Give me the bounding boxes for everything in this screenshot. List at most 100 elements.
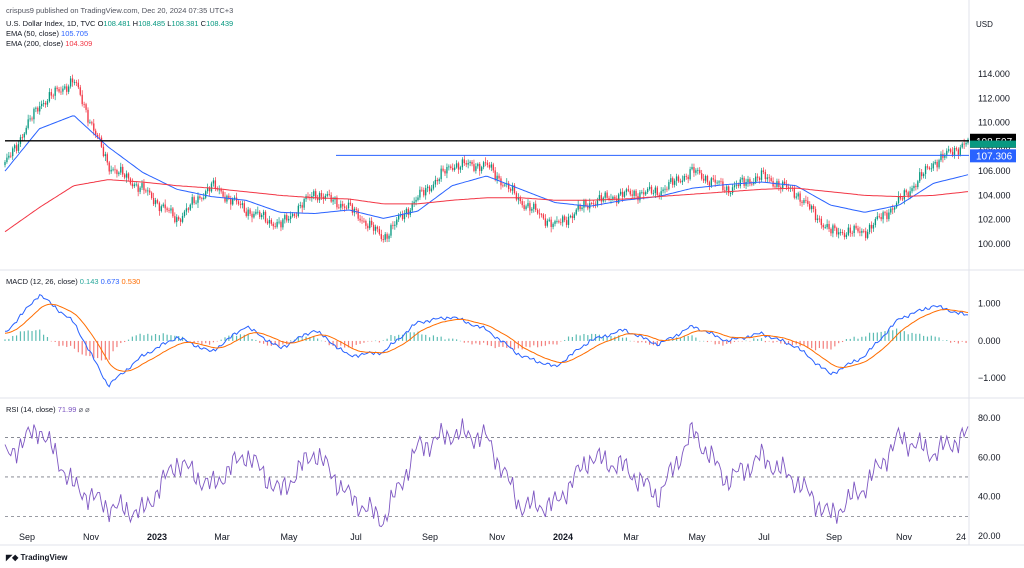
candle-body (600, 195, 603, 202)
candle-body (299, 205, 301, 206)
candle-body (957, 149, 960, 155)
candle-body (452, 168, 454, 170)
candle-body (565, 220, 568, 225)
candle-body (548, 219, 550, 221)
candle-body (658, 194, 660, 197)
candle-body (56, 87, 58, 90)
candle-body (907, 192, 909, 196)
macd-histogram-bar (297, 337, 299, 341)
candle-body (691, 167, 693, 170)
macd-histogram-bar (35, 330, 37, 341)
candle-body (521, 201, 523, 206)
candle-body (62, 88, 64, 92)
candle-body (463, 159, 465, 164)
candle-body (230, 197, 232, 205)
candle-body (278, 221, 280, 223)
candle-body (845, 234, 848, 238)
macd-histogram-bar (730, 340, 732, 344)
macd-histogram-bar (131, 336, 133, 341)
candle-body (125, 173, 128, 178)
candle-body (46, 101, 49, 105)
candle-body (699, 170, 701, 174)
candle-body (629, 190, 631, 195)
candle-body (471, 161, 473, 165)
candle-body (720, 181, 722, 183)
macd-histogram-bar (452, 338, 454, 341)
macd-histogram-bar (942, 340, 944, 341)
macd-histogram-bar (89, 340, 91, 357)
candle-body (162, 204, 164, 207)
macd-histogram-bar (807, 340, 809, 349)
candle-body (274, 226, 276, 227)
macd-histogram-bar (409, 332, 411, 341)
macd-histogram-bar (880, 331, 882, 341)
macd-histogram-bar (235, 335, 238, 341)
macd-histogram-bar (31, 331, 33, 341)
candle-body (824, 227, 826, 229)
candle-body (301, 205, 303, 208)
candle-body (378, 228, 381, 235)
candle-body (631, 194, 633, 196)
candle-body (145, 190, 147, 192)
macd-histogram-bar (448, 338, 450, 341)
candle-body (618, 194, 620, 203)
candle-body (496, 175, 498, 180)
rsi-label: RSI (14, close) (6, 405, 56, 414)
candle-body (203, 197, 205, 199)
macd-histogram-bar (216, 340, 218, 342)
close-value: 108.439 (206, 19, 234, 28)
macd-histogram-bar (313, 336, 315, 341)
candle-body (755, 176, 757, 183)
candle-body (712, 178, 714, 180)
ema200-label: EMA (200, close) (6, 39, 64, 48)
macd-histogram-bar (116, 340, 118, 348)
candle-body (181, 216, 184, 222)
candle-body (303, 199, 305, 208)
candle-body (807, 200, 809, 205)
candle-body (695, 170, 697, 173)
candle-body (179, 219, 182, 222)
macd-histogram-bar (162, 333, 164, 341)
candle-body (924, 166, 927, 175)
candle-body (139, 187, 141, 192)
candle-body (104, 154, 107, 157)
macd-histogram-bar (513, 340, 516, 350)
candle-body (264, 211, 267, 222)
rsi-legend: RSI (14, close) 71.99 ⌀ ⌀ (6, 405, 90, 414)
candle-body (930, 168, 933, 170)
candle-body (866, 232, 869, 238)
macd-histogram-bar (764, 340, 766, 343)
candle-body (689, 169, 691, 180)
macd-signal-line (4, 303, 969, 372)
candle-body (58, 89, 60, 92)
candle-body (843, 233, 846, 238)
candle-body (921, 172, 923, 177)
candle-body (52, 95, 54, 97)
macd-histogram-bar (772, 340, 774, 343)
time-tick-label: Nov (896, 532, 913, 542)
candle-body (567, 216, 570, 225)
macd-histogram-bar (444, 339, 446, 341)
macd-histogram-bar (838, 340, 840, 344)
macd-histogram-bar (965, 340, 967, 343)
candle-body (218, 189, 220, 191)
candle-body (614, 196, 616, 199)
candle-body (394, 224, 396, 226)
candle-body (498, 175, 500, 179)
macd-histogram-bar (695, 337, 697, 341)
rsi-settings-icon[interactable]: ⌀ ⌀ (78, 405, 90, 414)
candle-body (214, 180, 217, 189)
macd-histogram-bar (355, 340, 357, 345)
candle-body (504, 184, 506, 186)
macd-histogram-bar (181, 336, 184, 341)
macd-histogram-bar (170, 335, 172, 341)
candle-body (384, 234, 386, 240)
macd-histogram-bar (587, 335, 589, 341)
macd-histogram-bar (263, 340, 265, 344)
macd-value-signal: 0.530 (121, 277, 141, 286)
macd-histogram-bar (23, 331, 25, 341)
candle-body (787, 187, 790, 189)
macd-histogram-bar (648, 340, 651, 345)
macd-histogram-bar (629, 340, 631, 342)
